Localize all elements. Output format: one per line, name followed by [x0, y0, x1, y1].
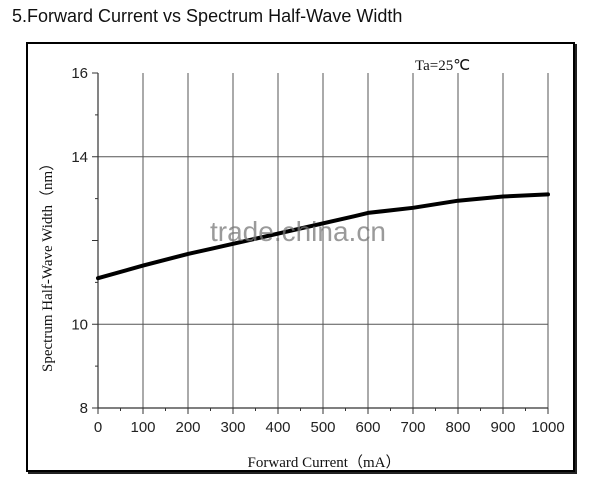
svg-text:0: 0 [94, 419, 102, 436]
svg-text:500: 500 [310, 419, 335, 436]
data-line [96, 192, 550, 281]
svg-text:900: 900 [490, 419, 515, 436]
watermark: trade.china.cn [210, 216, 386, 247]
svg-text:200: 200 [175, 419, 200, 436]
chart-title: 5.Forward Current vs Spectrum Half-Wave … [12, 6, 403, 26]
y-axis-label: Spectrum Half-Wave Width（nm） [40, 155, 56, 372]
svg-text:10: 10 [71, 316, 88, 333]
svg-text:14: 14 [71, 149, 88, 166]
svg-text:16: 16 [71, 65, 88, 82]
svg-text:700: 700 [400, 419, 425, 436]
grid-lines [98, 73, 549, 408]
tick-labels: 0 100 200 300 400 500 600 700 800 900 1000 8 10 14 16 [71, 65, 564, 436]
axes [92, 72, 549, 414]
chart-frame [26, 42, 575, 472]
svg-text:1000: 1000 [531, 419, 564, 436]
svg-text:100: 100 [130, 419, 155, 436]
svg-text:400: 400 [265, 419, 290, 436]
svg-text:600: 600 [355, 419, 380, 436]
temperature-annotation: Ta=25℃ [415, 58, 471, 74]
x-axis-label: Forward Current（mA） [247, 455, 401, 471]
svg-text:800: 800 [445, 419, 470, 436]
svg-text:300: 300 [220, 419, 245, 436]
svg-text:8: 8 [80, 400, 88, 417]
